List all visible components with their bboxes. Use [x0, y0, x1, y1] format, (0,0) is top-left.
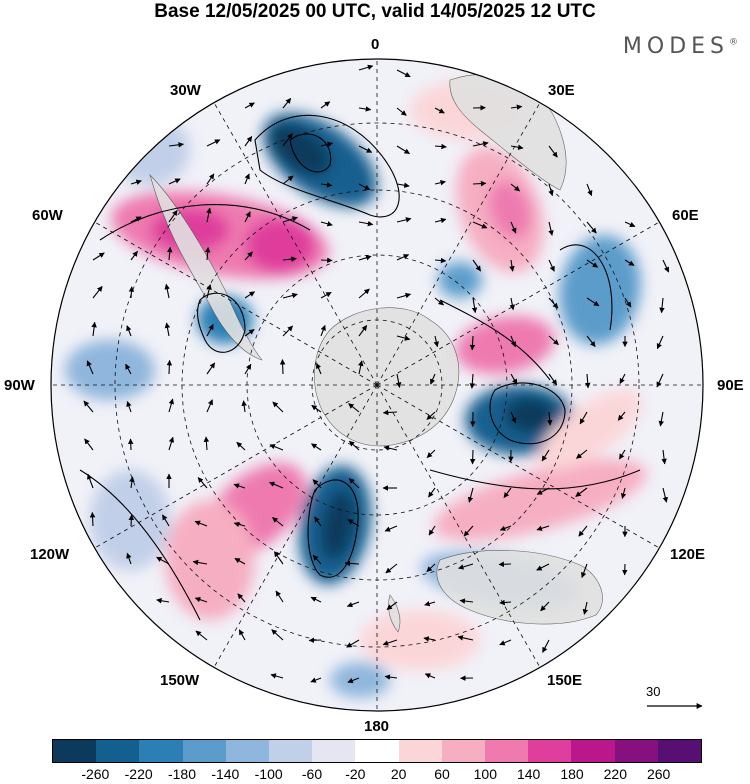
colorbar	[52, 739, 702, 763]
colorbar-swatch	[355, 740, 398, 762]
colorbar-swatch	[226, 740, 269, 762]
anomaly-region	[438, 262, 482, 298]
colorbar-tick-label: -100	[255, 766, 283, 782]
colorbar-swatch	[528, 740, 571, 762]
colorbar-tick-label: 20	[391, 766, 407, 782]
colorbar-tick-label: -20	[345, 766, 365, 782]
anomaly-region	[245, 217, 315, 273]
colorbar-swatch	[485, 740, 528, 762]
wind-arrow	[169, 360, 170, 374]
colorbar-tick-label: -260	[81, 766, 109, 782]
vector-reference-label: 30	[646, 684, 660, 699]
wind-arrow	[92, 513, 93, 527]
brand-logo: MODES®	[623, 34, 738, 59]
colorbar-tick-label: 260	[647, 766, 670, 782]
colorbar-tick-label: 60	[434, 766, 450, 782]
colorbar-tick-label: 140	[517, 766, 540, 782]
label-lon-90e: 90E	[717, 377, 744, 394]
label-lon-60e: 60E	[672, 207, 699, 224]
label-lon-60w: 60W	[32, 207, 63, 224]
label-lon-150e: 150E	[547, 672, 582, 689]
colorbar-tick-label: 100	[474, 766, 497, 782]
anomaly-region	[330, 662, 390, 698]
colorbar-labels: -260 -220 -180 -140 -100 -60 -20 20 60 100 140 180 2…	[0, 766, 750, 784]
colorbar-swatch	[442, 740, 485, 762]
label-lon-120w: 120W	[30, 546, 69, 563]
wind-arrow	[499, 564, 511, 565]
colorbar-swatch	[312, 740, 355, 762]
label-lon-30e: 30E	[548, 82, 575, 99]
wind-arrow	[473, 450, 474, 464]
label-lon-150w: 150W	[160, 672, 199, 689]
colorbar-swatch	[658, 740, 701, 762]
wind-arrow	[473, 183, 486, 184]
label-lon-120e: 120E	[670, 546, 705, 563]
colorbar-swatch	[139, 740, 182, 762]
colorbar-swatch	[615, 740, 658, 762]
colorbar-tick-label: -180	[168, 766, 196, 782]
label-lon-30w: 30W	[170, 82, 201, 99]
colorbar-swatch	[269, 740, 312, 762]
label-lon-180: 180	[364, 718, 389, 735]
colorbar-tick-label: -60	[302, 766, 322, 782]
colorbar-swatch	[399, 740, 442, 762]
wind-arrow	[282, 360, 283, 374]
colorbar-swatch	[96, 740, 139, 762]
colorbar-swatch	[53, 740, 96, 762]
anomaly-region	[65, 340, 155, 400]
colorbar-tick-label: 220	[604, 766, 627, 782]
anomaly-region	[360, 610, 480, 670]
label-lon-90w: 90W	[4, 377, 35, 394]
colorbar-tick-label: -140	[211, 766, 239, 782]
colorbar-swatch	[571, 740, 614, 762]
label-lon-0: 0	[371, 36, 379, 53]
wind-arrow	[131, 439, 132, 450]
chart-title: Base 12/05/2025 00 UTC, valid 14/05/2025…	[0, 0, 750, 24]
brand-registered-mark: ®	[729, 38, 738, 48]
colorbar-tick-label: 180	[560, 766, 583, 782]
anomaly-region	[110, 115, 190, 185]
wind-arrow	[131, 515, 132, 526]
brand-name: MODES	[623, 34, 729, 59]
anomaly-region	[165, 500, 255, 620]
wind-arrow	[321, 260, 332, 261]
colorbar-swatch	[183, 740, 226, 762]
wind-arrow	[309, 640, 321, 641]
colorbar-tick-label: -220	[125, 766, 153, 782]
